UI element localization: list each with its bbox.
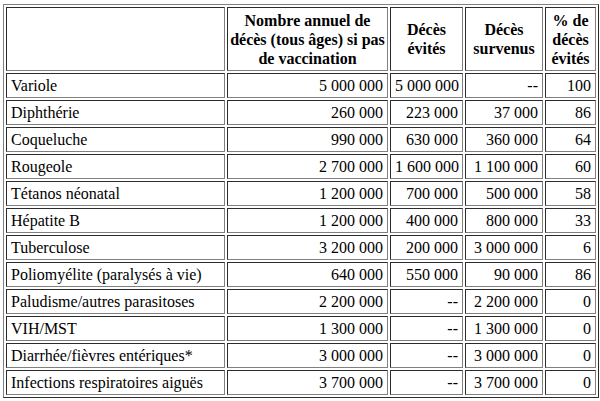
deaths-averted-cell: -- [390,289,463,314]
percent-averted-cell: 0 [545,370,596,395]
deaths-occurred-cell: 1 100 000 [465,154,543,179]
header-disease [6,7,225,71]
percent-averted-cell: 60 [545,154,596,179]
header-annual-deaths-no-vaccination: Nombre annuel de décès (tous âges) si pa… [227,7,388,71]
percent-averted-cell: 100 [545,73,596,98]
disease-cell: Hépatite B [6,208,225,233]
deaths-occurred-cell: 360 000 [465,127,543,152]
table-row: Poliomyélite (paralysés à vie)640 000550… [6,262,596,287]
deaths-no-vaccination-cell: 3 200 000 [227,235,388,260]
deaths-occurred-cell: 3 000 000 [465,343,543,368]
table-row: Variole5 000 0005 000 000--100 [6,73,596,98]
deaths-no-vaccination-cell: 1 300 000 [227,316,388,341]
percent-averted-cell: 64 [545,127,596,152]
deaths-no-vaccination-cell: 2 200 000 [227,289,388,314]
deaths-averted-cell: -- [390,316,463,341]
deaths-no-vaccination-cell: 260 000 [227,100,388,125]
disease-cell: Tuberculose [6,235,225,260]
percent-averted-cell: 0 [545,343,596,368]
deaths-no-vaccination-cell: 1 200 000 [227,208,388,233]
deaths-averted-cell: 5 000 000 [390,73,463,98]
percent-averted-cell: 0 [545,316,596,341]
table-row: Hépatite B1 200 000400 000800 00033 [6,208,596,233]
disease-cell: Infections respiratoires aiguës [6,370,225,395]
deaths-occurred-cell: 3 700 000 [465,370,543,395]
deaths-occurred-cell: 37 000 [465,100,543,125]
deaths-averted-cell: 550 000 [390,262,463,287]
disease-cell: Variole [6,73,225,98]
header-percent-deaths-averted: % de décès évités [545,7,596,71]
disease-cell: Diarrhée/fièvres entériques* [6,343,225,368]
deaths-averted-cell: 700 000 [390,181,463,206]
deaths-occurred-cell: 2 200 000 [465,289,543,314]
table-row: Diphthérie260 000223 00037 00086 [6,100,596,125]
deaths-averted-cell: 400 000 [390,208,463,233]
deaths-averted-cell: -- [390,370,463,395]
percent-averted-cell: 86 [545,262,596,287]
deaths-averted-cell: 630 000 [390,127,463,152]
header-row: Nombre annuel de décès (tous âges) si pa… [6,7,596,71]
deaths-occurred-cell: 500 000 [465,181,543,206]
deaths-occurred-cell: 90 000 [465,262,543,287]
disease-cell: Tétanos néonatal [6,181,225,206]
percent-averted-cell: 58 [545,181,596,206]
page: Nombre annuel de décès (tous âges) si pa… [0,0,600,401]
deaths-no-vaccination-cell: 1 200 000 [227,181,388,206]
header-deaths-averted: Décès évités [390,7,463,71]
table-row: Tétanos néonatal1 200 000700 000500 0005… [6,181,596,206]
deaths-no-vaccination-cell: 5 000 000 [227,73,388,98]
deaths-no-vaccination-cell: 2 700 000 [227,154,388,179]
table-row: Infections respiratoires aiguës3 700 000… [6,370,596,395]
deaths-no-vaccination-cell: 3 700 000 [227,370,388,395]
deaths-averted-cell: -- [390,343,463,368]
deaths-occurred-cell: 800 000 [465,208,543,233]
deaths-occurred-cell: -- [465,73,543,98]
percent-averted-cell: 86 [545,100,596,125]
disease-cell: VIH/MST [6,316,225,341]
disease-cell: Rougeole [6,154,225,179]
percent-averted-cell: 33 [545,208,596,233]
deaths-no-vaccination-cell: 640 000 [227,262,388,287]
table-row: Diarrhée/fièvres entériques*3 000 000--3… [6,343,596,368]
table-row: Rougeole2 700 0001 600 0001 100 00060 [6,154,596,179]
header-deaths-occurred: Décès survenus [465,7,543,71]
deaths-averted-cell: 1 600 000 [390,154,463,179]
deaths-no-vaccination-cell: 3 000 000 [227,343,388,368]
deaths-averted-cell: 200 000 [390,235,463,260]
table-body: Variole5 000 0005 000 000--100Diphthérie… [6,73,596,395]
table-row: VIH/MST1 300 000--1 300 0000 [6,316,596,341]
deaths-occurred-cell: 3 000 000 [465,235,543,260]
deaths-averted-cell: 223 000 [390,100,463,125]
percent-averted-cell: 0 [545,289,596,314]
table-row: Coqueluche990 000630 000360 00064 [6,127,596,152]
disease-cell: Paludisme/autres parasitoses [6,289,225,314]
disease-cell: Coqueluche [6,127,225,152]
table-row: Tuberculose3 200 000200 0003 000 0006 [6,235,596,260]
disease-cell: Diphthérie [6,100,225,125]
percent-averted-cell: 6 [545,235,596,260]
table-row: Paludisme/autres parasitoses2 200 000--2… [6,289,596,314]
disease-cell: Poliomyélite (paralysés à vie) [6,262,225,287]
vaccination-deaths-table: Nombre annuel de décès (tous âges) si pa… [3,4,599,398]
deaths-occurred-cell: 1 300 000 [465,316,543,341]
deaths-no-vaccination-cell: 990 000 [227,127,388,152]
